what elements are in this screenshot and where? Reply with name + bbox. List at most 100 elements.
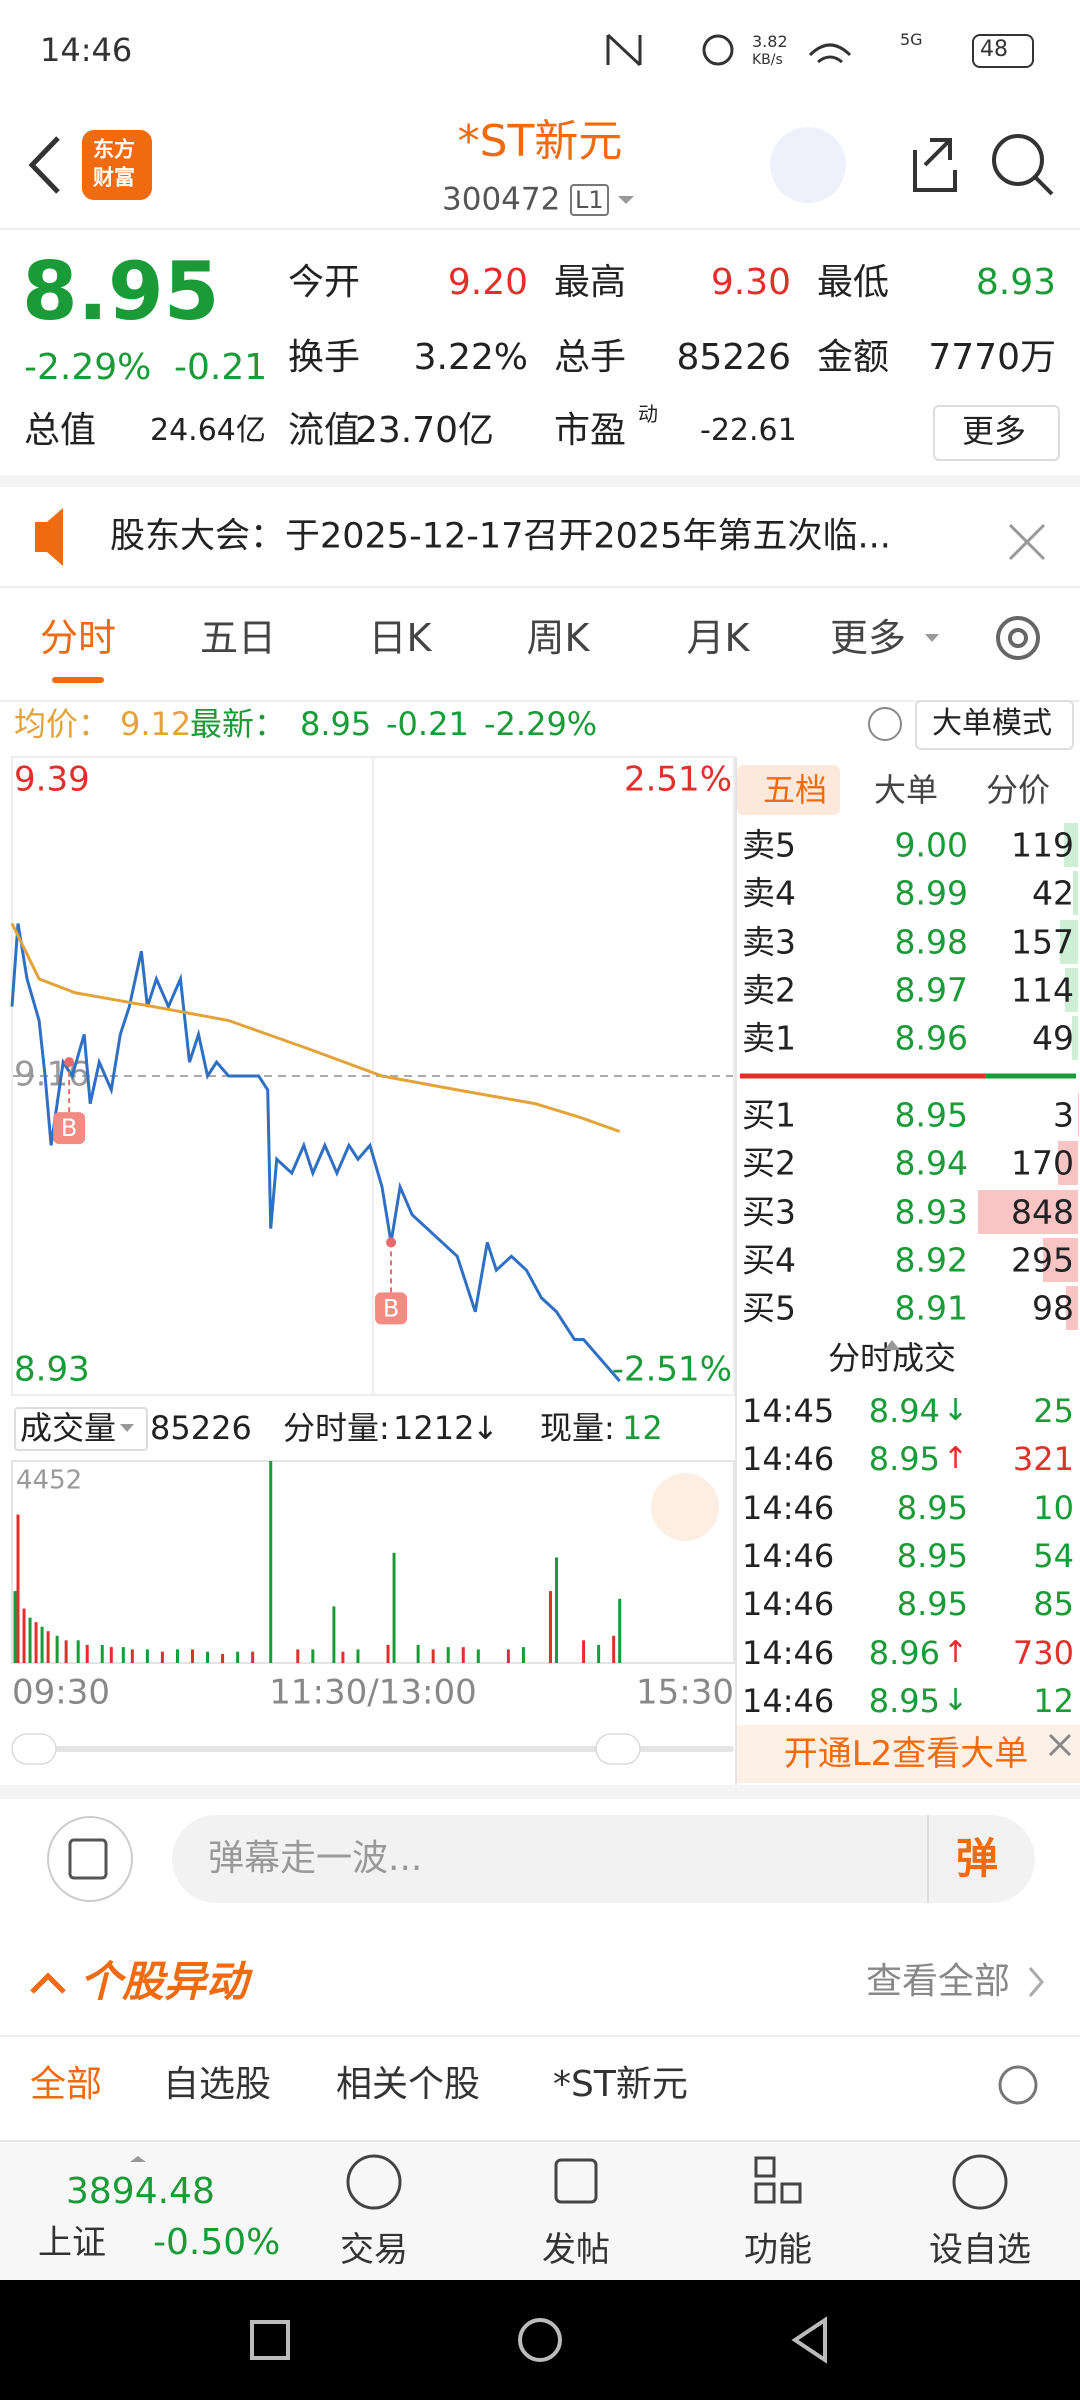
avatar[interactable]: [770, 127, 846, 203]
movers-tab[interactable]: 自选股: [163, 2064, 272, 2105]
volume-bar: [476, 1649, 480, 1663]
more-label[interactable]: 更多: [961, 412, 1027, 450]
book-label: 买1: [742, 1095, 796, 1135]
current-value: 12: [622, 1409, 663, 1447]
index-value[interactable]: 3894.48: [66, 2171, 215, 2212]
book-volume: 42: [1032, 873, 1074, 913]
trade-price: 8.94: [868, 1392, 940, 1430]
tab[interactable]: 月K: [686, 616, 750, 660]
index-name[interactable]: 上证: [38, 2223, 106, 2263]
notice[interactable]: 股东大会：于2025-12-17召开2025年第五次临...: [110, 516, 891, 557]
depth-bar: [1057, 1141, 1078, 1186]
volume-bar: [34, 1622, 38, 1663]
field-label: 市盈: [554, 410, 627, 451]
field-value: 85226: [676, 337, 791, 378]
period-label: 分时量:: [283, 1409, 390, 1447]
book-price: 8.98: [894, 922, 968, 962]
volume-bar: [160, 1651, 164, 1663]
trade-price: 8.96: [868, 1633, 940, 1672]
volume-label[interactable]: 成交量: [20, 1409, 117, 1447]
field-label: 最低: [817, 262, 890, 303]
book-volume: 49: [1032, 1018, 1074, 1058]
trade-time: 14:45: [742, 1392, 835, 1430]
view-all[interactable]: 查看全部: [865, 1961, 1010, 2002]
book-volume: 170: [1011, 1143, 1074, 1183]
tab[interactable]: 更多: [830, 616, 907, 660]
trade-price: 8.95: [896, 1488, 968, 1527]
depth-bar: [1072, 1016, 1078, 1061]
trade-volume: 12: [1033, 1681, 1074, 1720]
field-value: 9.20: [447, 262, 528, 303]
volume-bar: [521, 1647, 525, 1663]
book-price: 8.94: [894, 1143, 968, 1183]
volume-bar: [555, 1557, 559, 1663]
volume-bar: [332, 1606, 336, 1663]
mode-button[interactable]: [915, 700, 1074, 750]
volume-bar: [311, 1649, 315, 1663]
nav-item[interactable]: 设自选: [929, 2230, 1031, 2270]
movers-tab[interactable]: 相关个股: [336, 2064, 481, 2105]
book-label: 卖2: [742, 970, 796, 1010]
movers-tab[interactable]: 全部: [30, 2064, 103, 2105]
scroll-track: [12, 1746, 734, 1752]
trade-price: 8.95: [896, 1585, 968, 1624]
l2-text[interactable]: 开通L2查看大单: [783, 1734, 1029, 1774]
tab[interactable]: 日K: [368, 616, 432, 660]
volume-bar: [145, 1649, 149, 1663]
book-label: 卖5: [742, 825, 796, 865]
trade-time: 14:46: [742, 1681, 835, 1720]
tab[interactable]: 周K: [526, 616, 590, 660]
field-value: -22.61: [700, 413, 797, 448]
field-label: 流值: [288, 410, 361, 451]
divider: [927, 1815, 929, 1903]
nav-item[interactable]: 功能: [744, 2230, 812, 2270]
status-time: 14:46: [40, 31, 133, 69]
scroll-handle[interactable]: [11, 1733, 57, 1765]
trade-volume: 10: [1033, 1488, 1074, 1527]
battery: [972, 34, 1034, 68]
tab[interactable]: 分时: [39, 616, 117, 660]
avg-value: 9.12: [120, 705, 192, 743]
expand-button[interactable]: [651, 1473, 719, 1541]
divider: [0, 228, 1080, 230]
field-label: 换手: [288, 337, 361, 378]
danmu-button[interactable]: 弹: [955, 1834, 999, 1883]
trade-arrow: ↑: [942, 1634, 968, 1670]
mode-label[interactable]: 大单模式: [932, 706, 1052, 741]
divider: [0, 475, 1080, 487]
book-tab[interactable]: 分价: [985, 771, 1051, 809]
scroll-handle[interactable]: [595, 1733, 641, 1765]
nav-item[interactable]: 交易: [340, 2230, 408, 2270]
depth-bar: [1059, 919, 1078, 964]
volume-bar: [16, 1514, 20, 1663]
volume-frame: [11, 1460, 735, 1664]
y-tick-label: 8.93: [14, 1350, 90, 1390]
book-tab[interactable]: 大单: [873, 771, 939, 809]
nav-item[interactable]: 发帖: [542, 2230, 610, 2270]
index-change[interactable]: -0.50%: [153, 2222, 281, 2263]
line-0: [10, 923, 621, 1383]
field-label: 金额: [817, 337, 890, 378]
speaker-icon: [35, 508, 63, 566]
battery-level: 48: [980, 37, 1008, 62]
volume-bar: [446, 1647, 450, 1663]
book-tab[interactable]: 五档: [762, 771, 828, 809]
tab[interactable]: 五日: [199, 616, 277, 660]
book-price: 8.92: [894, 1240, 968, 1280]
trade-volume: 54: [1033, 1536, 1074, 1575]
depth-bar: [1066, 1286, 1078, 1331]
x-tick-label: 09:30: [12, 1673, 110, 1713]
logo: [82, 130, 152, 200]
price: 8.95: [22, 245, 220, 338]
current-label: 现量:: [540, 1409, 615, 1447]
volume-bar: [341, 1651, 345, 1663]
movers-tab[interactable]: *ST新元: [553, 2064, 688, 2105]
volume-bar: [618, 1598, 622, 1663]
volume-bar: [431, 1649, 435, 1663]
volume-bar: [46, 1631, 50, 1663]
level-badge[interactable]: L1: [570, 184, 609, 216]
trade-volume: 85: [1033, 1585, 1074, 1624]
danmu-placeholder[interactable]: 弹幕走一波...: [208, 1838, 423, 1879]
volume-bar: [221, 1653, 225, 1663]
